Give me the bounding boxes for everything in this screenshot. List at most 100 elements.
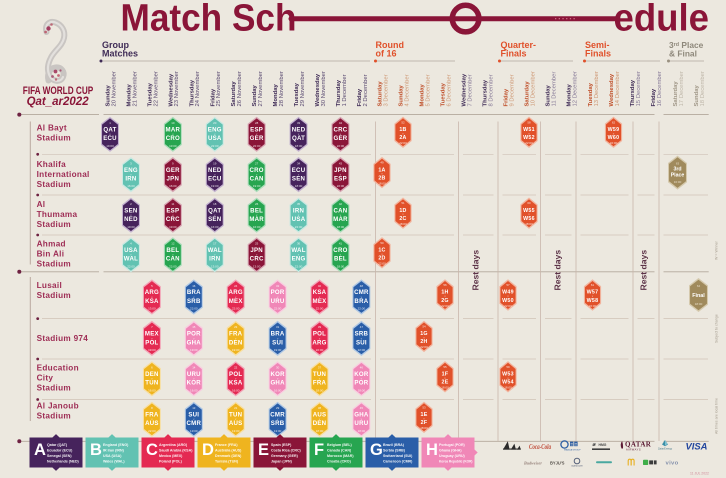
svg-text:1A: 1A: [378, 167, 385, 173]
svg-text:v: v: [235, 378, 237, 381]
svg-text:FRA: FRA: [313, 380, 327, 387]
svg-text:13:00: 13:00: [169, 144, 177, 148]
svg-text:16:00: 16:00: [674, 180, 682, 184]
svg-text:A: A: [34, 441, 46, 459]
svg-text:CMR: CMR: [270, 412, 285, 419]
svg-text:Stadium 974: Stadium 974: [37, 334, 89, 343]
svg-text:1G: 1G: [420, 331, 428, 337]
svg-text:27 November: 27 November: [258, 71, 264, 106]
svg-text:Ecuador (ECU): Ecuador (ECU): [47, 449, 73, 453]
svg-text:39: 39: [318, 325, 322, 329]
svg-text:QAT: QAT: [208, 207, 221, 214]
svg-text:Tuesday: Tuesday: [294, 82, 300, 106]
svg-text:BEL: BEL: [334, 256, 347, 263]
svg-text:URU: URU: [354, 420, 368, 427]
svg-text:22:00: 22:00: [232, 307, 240, 311]
svg-text:2E: 2E: [442, 380, 449, 386]
svg-text:Sunday: Sunday: [252, 85, 258, 107]
svg-text:16:00: 16:00: [127, 184, 135, 188]
svg-text:Rest days: Rest days: [553, 250, 563, 291]
svg-text:KOR: KOR: [187, 380, 202, 387]
svg-text:33: 33: [297, 121, 301, 125]
svg-text:W52: W52: [523, 135, 535, 141]
svg-text:22:00: 22:00: [127, 264, 135, 268]
svg-text:JPN: JPN: [250, 247, 263, 254]
svg-text:Wednesday: Wednesday: [168, 73, 174, 106]
svg-text:G: G: [370, 441, 383, 459]
svg-text:Japan (JPN): Japan (JPN): [271, 459, 293, 463]
svg-text:CRC: CRC: [166, 216, 180, 223]
svg-text:Tunisia (TUN): Tunisia (TUN): [215, 459, 239, 463]
svg-text:22:00: 22:00: [358, 348, 366, 352]
svg-text:v: v: [298, 254, 300, 257]
svg-text:W49: W49: [502, 290, 514, 296]
svg-text:Switzerland (SUI): Switzerland (SUI): [383, 454, 413, 458]
svg-text:TUN: TUN: [313, 371, 326, 378]
svg-text:16: 16: [192, 284, 196, 288]
svg-text:v: v: [319, 378, 321, 381]
svg-text:GHA: GHA: [187, 339, 202, 346]
svg-text:19:00: 19:00: [190, 348, 198, 352]
svg-text:v: v: [507, 295, 509, 298]
svg-text:Croatia (CRO): Croatia (CRO): [327, 459, 352, 463]
svg-text:AIRWAYS: AIRWAYS: [626, 447, 641, 451]
svg-text:2D: 2D: [378, 256, 385, 262]
svg-text:18:00: 18:00: [399, 222, 407, 226]
svg-text:Tuesday: Tuesday: [147, 82, 153, 106]
svg-text:2: 2: [130, 202, 132, 206]
svg-text:21: 21: [234, 406, 238, 410]
svg-text:10: 10: [171, 121, 175, 125]
svg-text:HMG: HMG: [599, 443, 607, 447]
svg-text:W = Winner: W = Winner: [715, 240, 719, 260]
svg-text:edule: edule: [614, 0, 710, 40]
svg-text:1: 1: [109, 121, 111, 125]
svg-text:20 November: 20 November: [111, 71, 117, 106]
svg-text:4 December: 4 December: [404, 74, 410, 106]
svg-text:6: 6: [151, 366, 153, 370]
svg-text:2H: 2H: [420, 339, 427, 345]
svg-text:KOR: KOR: [270, 371, 285, 378]
svg-text:44: 44: [339, 121, 343, 125]
svg-text:22:00: 22:00: [211, 144, 219, 148]
svg-text:Stadium: Stadium: [37, 220, 71, 229]
svg-text:v: v: [277, 337, 279, 340]
svg-text:16:00: 16:00: [148, 388, 156, 392]
svg-text:France (FRA): France (FRA): [215, 443, 238, 447]
svg-text:Saturday: Saturday: [673, 81, 679, 107]
svg-text:v: v: [361, 378, 363, 381]
svg-text:v: v: [319, 337, 321, 340]
svg-text:v: v: [109, 133, 111, 136]
svg-text:30: 30: [276, 366, 280, 370]
svg-text:MAR: MAR: [249, 216, 264, 223]
svg-text:W60: W60: [608, 135, 620, 141]
svg-text:GER: GER: [166, 167, 180, 174]
svg-text:22:00: 22:00: [274, 307, 282, 311]
svg-text:16:00: 16:00: [169, 184, 177, 188]
svg-text:19:00: 19:00: [148, 348, 156, 352]
svg-text:Place: Place: [671, 173, 685, 179]
svg-text:Al: Al: [37, 200, 46, 209]
svg-text:v: v: [340, 174, 342, 177]
svg-text:SUI: SUI: [188, 412, 199, 419]
svg-text:11 JUL 2022: 11 JUL 2022: [690, 472, 709, 476]
svg-text:W54: W54: [502, 380, 514, 386]
svg-text:POR: POR: [271, 289, 285, 296]
svg-text:v: v: [613, 132, 615, 135]
svg-text:Australia (AUS): Australia (AUS): [215, 449, 242, 453]
svg-text:SEN: SEN: [208, 216, 221, 223]
svg-text:v: v: [151, 337, 153, 340]
svg-text:v: v: [402, 213, 404, 216]
svg-text:WAL: WAL: [124, 256, 138, 263]
svg-text:Tuesday: Tuesday: [441, 82, 447, 106]
svg-text:v: v: [423, 417, 425, 420]
svg-text:19:00: 19:00: [106, 144, 114, 148]
svg-text:v: v: [319, 418, 321, 421]
svg-text:USA: USA: [124, 247, 138, 254]
svg-text:20: 20: [213, 121, 217, 125]
svg-text:3rd Place: 3rd Place: [669, 40, 704, 50]
svg-text:16 December: 16 December: [657, 71, 663, 106]
svg-text:1D: 1D: [399, 208, 406, 214]
svg-text:v: v: [193, 296, 195, 299]
svg-text:v: v: [423, 336, 425, 339]
svg-text:23 November: 23 November: [174, 71, 180, 106]
